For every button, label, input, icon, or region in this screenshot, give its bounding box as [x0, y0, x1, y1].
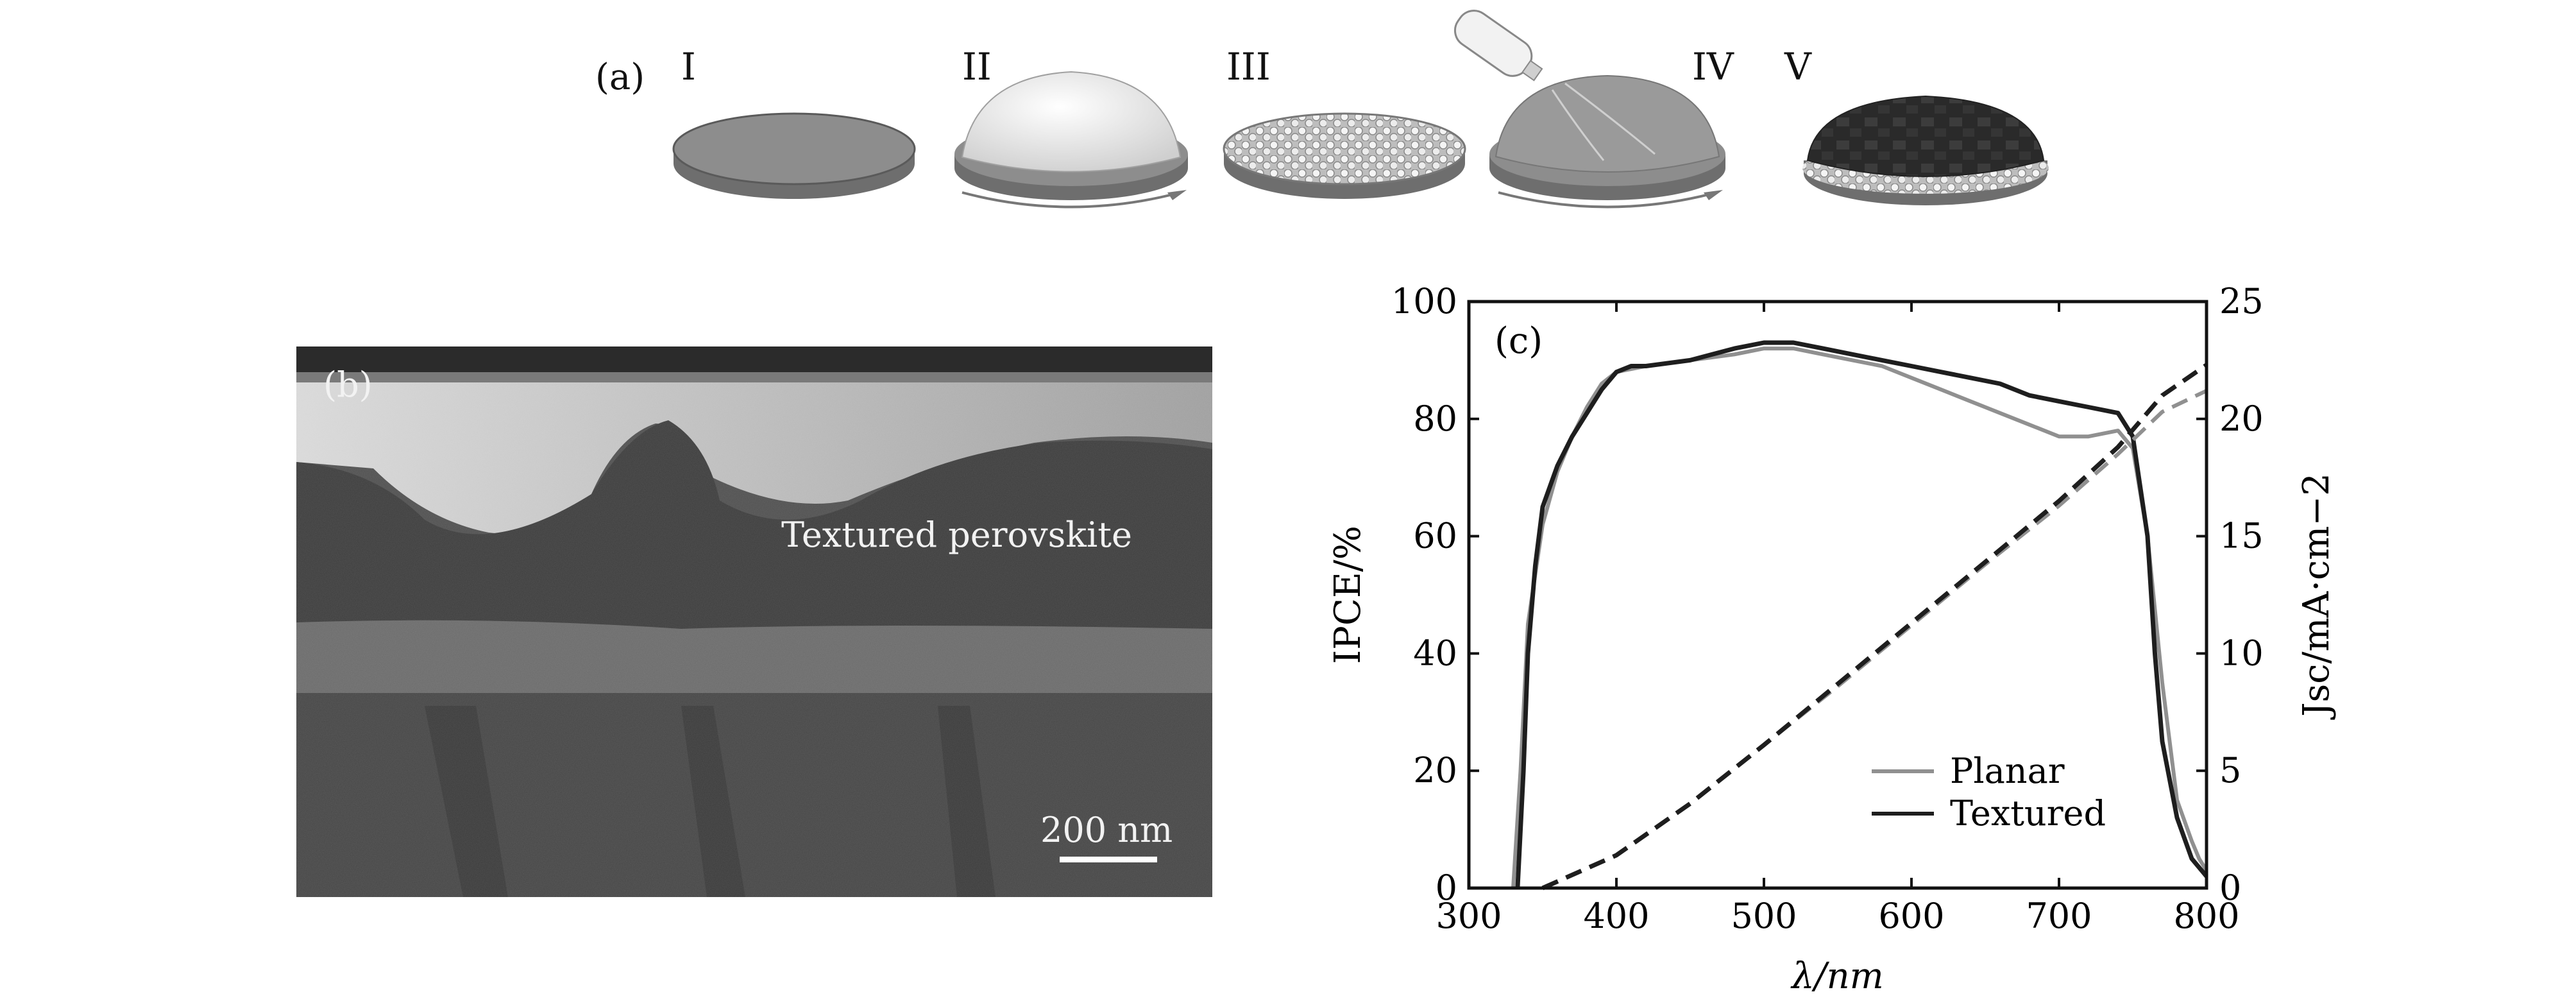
y-tick-label-left: 0: [1436, 868, 1457, 908]
y-tick-label-right: 10: [2219, 633, 2264, 673]
plot-frame: [1467, 300, 2208, 890]
y-tick-label-left: 80: [1413, 398, 1457, 439]
scale-bar-label: 200 nm: [1040, 810, 1173, 850]
substrate-iv-spray: [1453, 10, 1725, 209]
substrate-v-textured: [1802, 95, 2049, 205]
substrate-i: [672, 112, 916, 199]
y-axis-label-right: Jsc/mA·cm−2: [2296, 473, 2337, 720]
ipce-chart: 300 400 500 600 700 8000204060801000510152025…: [1327, 281, 2337, 997]
tem-micrograph: (b) Textured perovskite 200 nm: [296, 346, 1212, 897]
series-line-textured-ipce: [1515, 340, 2208, 889]
scale-bar: [1060, 857, 1157, 862]
x-tick-label: 400: [1583, 896, 1649, 936]
x-tick-label: 500: [1731, 896, 1797, 936]
legend-label-planar: Planar: [1950, 751, 2065, 791]
textured-perovskite-annotation: Textured perovskite: [781, 515, 1132, 555]
y-tick-label-right: 25: [2219, 281, 2264, 321]
x-tick-label: 700: [2026, 896, 2092, 936]
panel-a-label: (a): [595, 56, 645, 98]
y-tick-label-right: 0: [2219, 868, 2241, 908]
tem-image: [296, 346, 1212, 897]
y-tick-label-left: 100: [1391, 281, 1457, 321]
y-tick-label-left: 20: [1413, 750, 1457, 791]
step-label-i: I: [681, 45, 696, 89]
y-tick-label-right: 5: [2219, 750, 2241, 791]
legend-label-textured: Textured: [1950, 793, 2106, 834]
x-tick-label: 300: [1436, 896, 1502, 936]
legend: Planar Textured: [1872, 751, 2106, 834]
x-axis-label: λ/nm: [1790, 955, 1884, 997]
y-tick-label-left: 40: [1413, 633, 1457, 673]
y-tick-label-right: 20: [2219, 398, 2264, 439]
substrate-iii-beads: [1223, 112, 1466, 199]
step-label-iii: III: [1226, 45, 1271, 89]
y-axis-label-left: IPCE/%: [1327, 526, 1369, 664]
x-tick-label: 600: [1878, 896, 1944, 936]
step-label-iv: IV: [1692, 45, 1734, 89]
substrate-ii-dome: [954, 71, 1188, 209]
panel-c-label: (c): [1495, 320, 1543, 362]
step-label-ii: II: [962, 45, 992, 89]
x-tick-label: 800: [2173, 896, 2239, 936]
process-schematic: [672, 10, 2049, 209]
y-tick-label-right: 15: [2219, 516, 2264, 556]
step-label-v: V: [1784, 45, 1811, 89]
series-line-textured-jsc: [1541, 363, 2208, 891]
panel-b-label: (b): [323, 364, 373, 405]
y-tick-label-left: 60: [1413, 516, 1457, 556]
